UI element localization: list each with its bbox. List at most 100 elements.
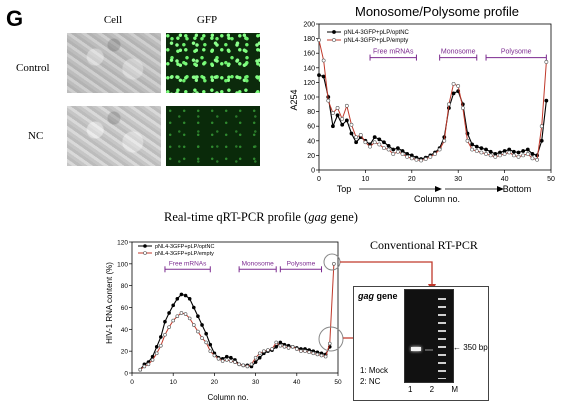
c2-legend-label-1: pNL4-3GFP+pLP/empty [155, 251, 214, 257]
c1-point-0-49 [544, 98, 549, 103]
c1-legend-label-1: pNL4-3GFP+pLP/empty [344, 38, 408, 44]
gel-band-lane2 [425, 349, 433, 351]
c2-point-1-5 [159, 343, 163, 348]
c1-point-1-10 [363, 140, 368, 145]
c1-point-1-38 [493, 154, 498, 159]
c2-legend-marker-0 [143, 244, 147, 248]
c1-xtick-label-1: 10 [362, 176, 370, 183]
c2-point-1-11 [183, 312, 188, 316]
c1-point-0-29 [451, 91, 456, 96]
gel-band-size-label: ← 350 bp [453, 343, 488, 352]
c1-point-0-45 [525, 147, 530, 152]
gel-lane-2: 2 [429, 385, 435, 394]
c2-point-1-32 [270, 347, 274, 351]
micrograph-control-cell [67, 33, 161, 93]
c2-point-0-22 [229, 355, 233, 360]
c1-ytick-label-1: 20 [307, 153, 315, 160]
c1-point-1-48 [539, 124, 544, 129]
c2-point-0-9 [175, 296, 180, 301]
c1-point-0-17 [395, 146, 400, 151]
c1-point-1-9 [358, 133, 363, 137]
c1-point-1-8 [354, 135, 359, 140]
row-label-nc: NC [28, 130, 44, 142]
c1-point-1-34 [474, 149, 479, 153]
c2-point-1-21 [224, 358, 229, 362]
c1-point-1-47 [535, 157, 539, 162]
c2-point-0-10 [179, 292, 184, 297]
c1-point-1-35 [479, 150, 484, 155]
c1-ytick-label-0: 0 [311, 168, 315, 175]
c1-point-1-43 [516, 154, 521, 159]
c2-point-1-34 [278, 343, 283, 348]
c1-point-1-28 [447, 102, 451, 107]
c1-point-0-8 [354, 140, 359, 145]
c1-point-0-34 [474, 144, 479, 149]
c2-point-1-33 [274, 340, 278, 345]
c2-point-1-20 [220, 359, 225, 363]
chart1-xlabel: Column no. [414, 194, 460, 204]
c2-point-1-44 [319, 353, 324, 358]
c1-point-1-27 [442, 138, 447, 143]
c2-point-1-6 [163, 332, 167, 337]
chart2-xlabel: Column no. [208, 393, 249, 402]
c2-point-1-30 [262, 349, 266, 353]
c1-point-1-4 [335, 106, 340, 110]
c1-point-1-14 [382, 146, 386, 151]
c1-point-1-22 [419, 158, 423, 163]
c1-point-0-35 [479, 146, 484, 151]
micrograph-nc-cell [67, 106, 161, 166]
c1-point-1-36 [484, 152, 488, 156]
c2-point-1-36 [286, 346, 291, 350]
c1-point-1-49 [544, 60, 549, 64]
c1-point-0-37 [488, 149, 493, 154]
gel-legend: 1: Mock 2: NC [360, 365, 388, 387]
c2-xtick-label-4: 40 [293, 379, 301, 386]
c1-point-1-1 [321, 58, 326, 63]
c1-point-1-23 [423, 157, 428, 161]
c1-point-0-16 [391, 147, 396, 152]
qrtpcr-profile-chart: HIV-1 RNA content (%) Column no. 0 10 20 30… [105, 240, 342, 403]
c1-point-0-46 [530, 152, 535, 156]
c2-point-1-17 [208, 349, 213, 353]
c1-point-1-16 [391, 152, 396, 156]
c2-xtick-label-2: 20 [211, 379, 219, 386]
c2-ytick-label-0: 0 [124, 371, 128, 378]
c1-xtick-label-2: 20 [408, 176, 416, 183]
c2-point-1-8 [171, 318, 175, 323]
c2-ytick-label-4: 80 [121, 283, 129, 290]
gel-legend-mock: 1: Mock [360, 366, 389, 375]
c2-point-0-6 [163, 319, 167, 324]
gel-lane-m: M [451, 385, 458, 394]
c1-point-1-12 [372, 140, 377, 145]
c1-arrow-head [435, 186, 442, 192]
micrograph-nc-gfp [166, 106, 260, 166]
c1-point-1-19 [405, 154, 410, 159]
c2-xtick-label-5: 50 [334, 379, 342, 386]
c2-point-1-9 [175, 314, 180, 319]
c1-point-1-26 [437, 147, 442, 152]
c1-point-1-24 [428, 154, 433, 159]
micrograph-control-gfp [166, 33, 260, 93]
c1-point-1-44 [521, 153, 526, 158]
c2-point-0-28 [253, 360, 258, 364]
c1-point-1-17 [395, 149, 400, 154]
panel-letter: G [6, 6, 24, 31]
c1-ytick-label-9: 180 [303, 36, 315, 43]
c2-point-1-41 [307, 350, 311, 355]
c1-point-0-44 [521, 149, 526, 153]
gel-image [404, 289, 454, 383]
c2-point-1-28 [253, 355, 258, 360]
c1-point-0-36 [484, 147, 488, 152]
c1-point-1-29 [451, 81, 456, 86]
c2-point-1-0 [138, 367, 143, 372]
polysome-profile-chart: Monosome/Polysome profile A254 Column no… [289, 4, 555, 204]
c2-point-1-47 [332, 262, 336, 266]
c1-point-1-5 [340, 117, 345, 121]
gel-band-lane1 [411, 347, 421, 351]
c2-point-0-34 [278, 340, 283, 345]
c1-ytick-label-10: 200 [303, 22, 315, 29]
c2-point-1-2 [146, 362, 151, 367]
c2-point-1-13 [192, 323, 196, 327]
c2-point-1-35 [282, 345, 287, 349]
c1-point-0-3 [331, 124, 335, 129]
